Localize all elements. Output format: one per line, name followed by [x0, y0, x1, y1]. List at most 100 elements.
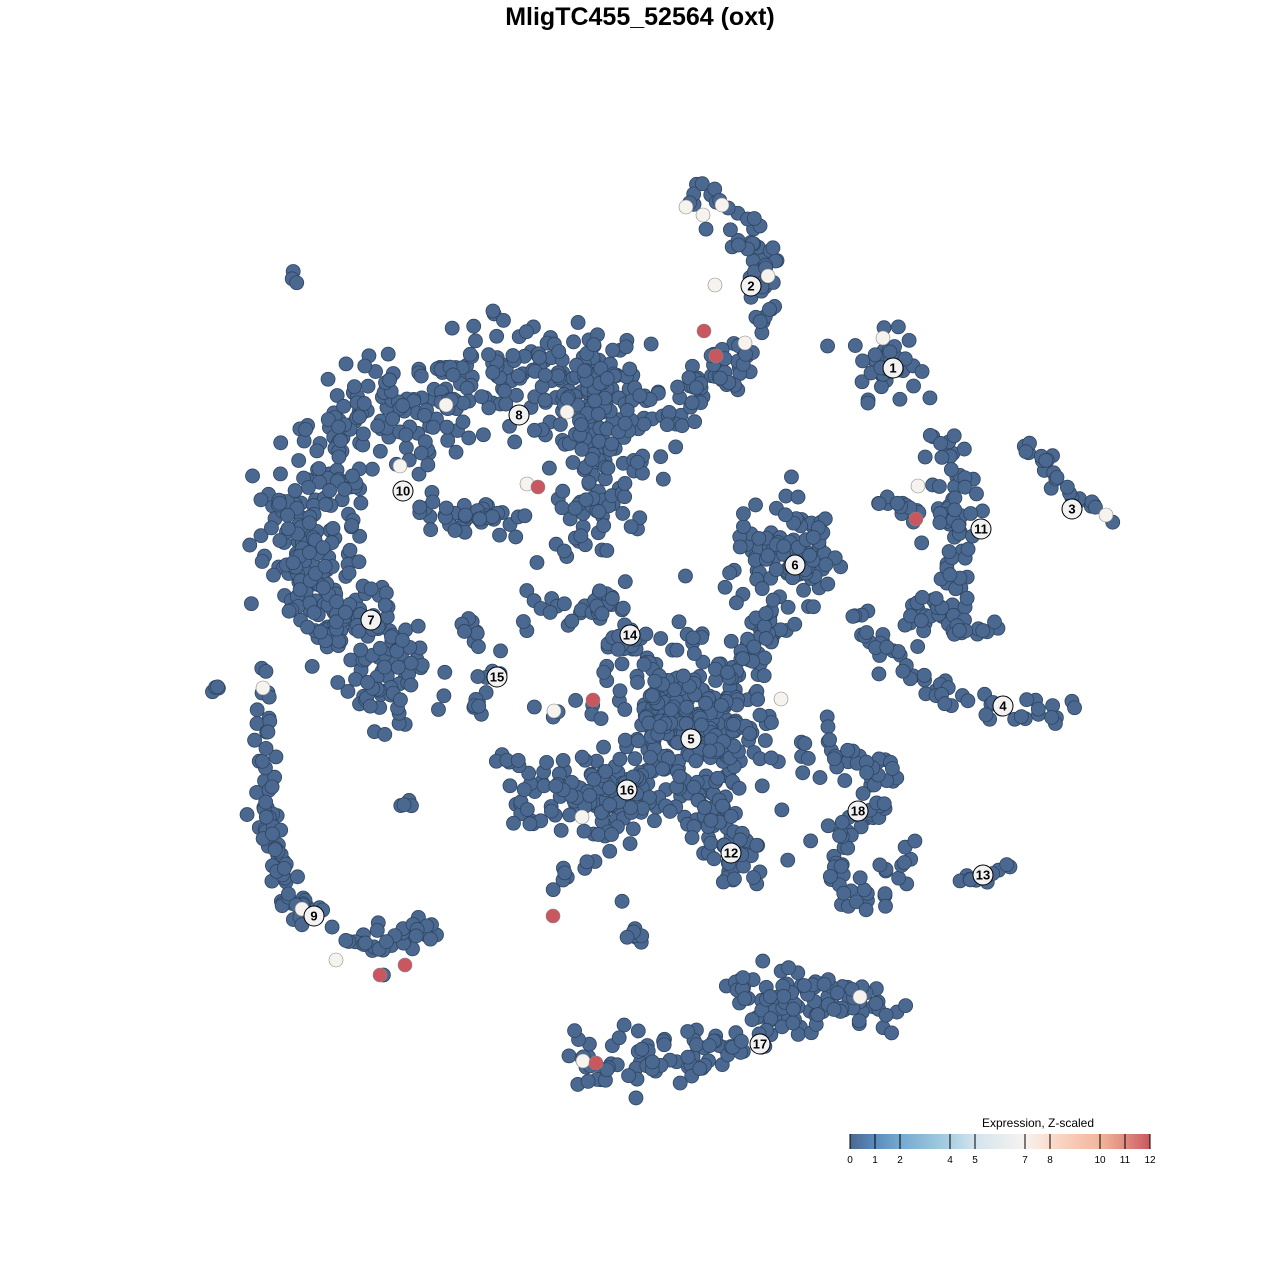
- cell-point: [656, 1037, 672, 1053]
- expressing-cell-point: [875, 330, 891, 346]
- cell-point: [591, 504, 607, 520]
- cell-point: [1019, 692, 1035, 708]
- cell-point: [478, 685, 494, 700]
- cell-point: [655, 471, 671, 487]
- cell-point: [746, 870, 761, 885]
- cell-point: [357, 358, 373, 374]
- cell-point: [301, 515, 317, 531]
- cell-point: [754, 778, 770, 794]
- cell-point: [765, 592, 781, 608]
- cell-point: [617, 574, 633, 590]
- cell-point: [543, 803, 559, 819]
- cell-point: [411, 466, 427, 482]
- expressing-cell-point: [852, 989, 868, 1005]
- cell-point: [612, 751, 628, 767]
- cell-point: [855, 353, 870, 369]
- cell-point: [806, 599, 821, 615]
- cell-point: [1044, 710, 1059, 725]
- cell-point: [999, 857, 1015, 873]
- cluster-label-badge: [508, 404, 530, 426]
- cell-point: [617, 416, 633, 431]
- cell-point: [762, 301, 777, 317]
- cell-point: [462, 346, 478, 362]
- cell-point: [459, 380, 475, 396]
- expressing-cell-point: [545, 908, 561, 924]
- cell-point: [599, 371, 615, 386]
- cell-point: [258, 809, 274, 825]
- cluster-label-text: 15: [490, 670, 504, 685]
- cell-point: [727, 871, 742, 887]
- cell-point: [593, 711, 609, 727]
- cell-point: [749, 837, 765, 853]
- cell-point: [785, 1015, 801, 1031]
- cell-point: [301, 480, 316, 495]
- cell-point: [670, 379, 686, 395]
- cell-point: [951, 518, 967, 534]
- cell-point: [653, 631, 669, 646]
- cell-point: [732, 832, 748, 848]
- cell-point: [289, 275, 305, 291]
- cell-point: [754, 581, 770, 596]
- cell-point: [329, 388, 345, 403]
- cell-point: [878, 898, 893, 914]
- cell-point: [522, 816, 538, 832]
- cell-point: [239, 807, 255, 822]
- cell-point: [694, 176, 710, 192]
- cell-point: [398, 440, 414, 456]
- cell-point: [822, 868, 838, 884]
- cell-point: [276, 860, 292, 876]
- cell-point: [642, 749, 658, 765]
- cell-point: [337, 481, 353, 497]
- cell-point: [854, 374, 870, 390]
- cluster-label-text: 2: [747, 279, 754, 294]
- cell-point: [493, 643, 508, 659]
- cluster-label-badge: [847, 800, 869, 822]
- cell-point: [596, 664, 612, 680]
- cell-point: [553, 417, 568, 432]
- cell-point: [439, 419, 455, 435]
- cluster-label-text: 17: [753, 1037, 767, 1052]
- cell-point: [763, 750, 779, 766]
- cluster-label-badge: [392, 480, 414, 502]
- cell-point: [708, 661, 723, 677]
- cell-point: [855, 786, 871, 801]
- cell-point: [765, 240, 781, 256]
- cell-point: [840, 742, 856, 758]
- cell-point: [679, 699, 695, 715]
- cell-point: [412, 499, 428, 515]
- cell-point: [568, 693, 583, 708]
- cell-point: [913, 613, 929, 629]
- cell-point: [245, 468, 260, 484]
- cell-point: [632, 388, 648, 404]
- cell-point: [797, 736, 813, 751]
- cluster-label: 11: [970, 518, 992, 540]
- cell-point: [688, 380, 704, 396]
- expressing-cell-point: [546, 703, 562, 719]
- cell-point: [372, 443, 388, 459]
- cell-point: [469, 625, 485, 641]
- cell-point: [496, 312, 511, 328]
- cell-point: [622, 361, 638, 377]
- cluster-label-badge: [992, 695, 1014, 717]
- cell-point: [833, 858, 849, 874]
- cell-point: [304, 658, 320, 674]
- cell-point: [329, 594, 344, 609]
- cell-point: [438, 500, 454, 516]
- cell-point: [243, 596, 259, 612]
- cell-point: [731, 780, 747, 796]
- cell-point: [364, 461, 380, 477]
- cell-point: [621, 1068, 636, 1084]
- cell-point: [617, 702, 633, 717]
- cell-point: [265, 826, 280, 842]
- cell-point: [760, 548, 776, 563]
- cell-point: [618, 339, 634, 355]
- cell-point: [784, 469, 799, 485]
- background-points: [205, 176, 1121, 1106]
- cluster-label: 8: [508, 404, 530, 426]
- cell-point: [943, 462, 959, 477]
- cell-point: [377, 597, 393, 613]
- cell-point: [942, 567, 958, 583]
- cluster-label-text: 12: [724, 846, 738, 861]
- cell-point: [287, 483, 303, 498]
